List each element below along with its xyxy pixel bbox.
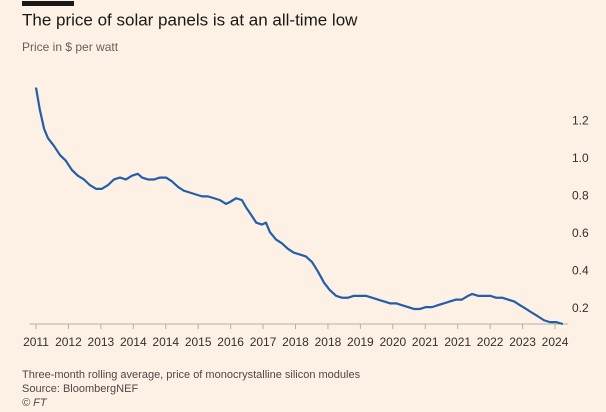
x-tick-label: 2011 [23, 335, 49, 349]
y-tick-label: 0.6 [572, 226, 589, 240]
x-tick-label: 2013 [88, 335, 115, 349]
x-tick-label: 2015 [185, 335, 212, 349]
y-tick-label: 0.2 [572, 301, 589, 315]
x-tick-label: 2019 [347, 335, 374, 349]
x-tick-label: 2018 [282, 335, 309, 349]
x-tick-label: 2017 [250, 335, 277, 349]
x-tick-label: 2021 [444, 335, 471, 349]
subtitle: Price in $ per watt [22, 40, 119, 54]
credit: © FT [22, 397, 48, 409]
x-tick-label: 2020 [379, 335, 406, 349]
y-tick-label: 0.8 [572, 189, 589, 203]
title-bar [22, 1, 74, 6]
x-tick-label: 2014 [120, 335, 147, 349]
x-tick-label: 2021 [412, 335, 439, 349]
x-tick-label: 2018 [315, 335, 342, 349]
price-line [34, 87, 564, 326]
y-tick-label: 1.2 [572, 113, 589, 127]
chart-title: The price of solar panels is at an all-t… [22, 10, 358, 29]
x-tick-label: 2023 [509, 335, 536, 349]
x-tick-label: 2016 [217, 335, 244, 349]
x-tick-label: 2012 [55, 335, 82, 349]
y-tick-label: 1.0 [572, 151, 589, 165]
x-tick-label: 2024 [542, 335, 569, 349]
x-tick-label: 2022 [477, 335, 504, 349]
source: Source: BloombergNEF [22, 383, 138, 395]
caption: Three-month rolling average, price of mo… [22, 369, 361, 381]
x-tick-label: 2014 [152, 335, 179, 349]
y-tick-label: 0.4 [572, 264, 589, 278]
